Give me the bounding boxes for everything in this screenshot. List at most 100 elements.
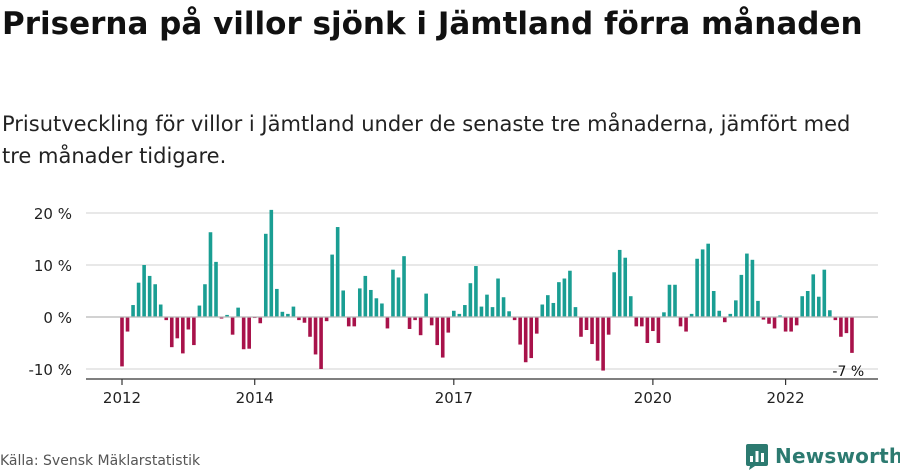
y-tick-label: 0 % xyxy=(43,309,72,327)
bar xyxy=(822,269,827,317)
bar xyxy=(247,317,251,349)
bar xyxy=(286,313,290,317)
bar xyxy=(667,284,672,317)
x-tick-label: 2022 xyxy=(767,389,805,407)
bar xyxy=(485,294,489,317)
bar xyxy=(208,232,213,317)
bar xyxy=(391,269,395,317)
bar xyxy=(335,227,340,317)
bar xyxy=(120,317,124,367)
axes: -10 % 0 % 10 % 20 % 2012 2014 2017 2020 2022 -7 % xyxy=(28,205,878,407)
bar xyxy=(136,282,141,317)
bar xyxy=(678,317,683,327)
bar xyxy=(230,317,235,335)
bar xyxy=(313,317,318,355)
bar xyxy=(308,317,312,337)
bar xyxy=(673,284,677,317)
bar xyxy=(700,249,705,317)
bar xyxy=(623,257,628,317)
bar xyxy=(435,317,440,346)
bar xyxy=(645,317,650,343)
bar xyxy=(330,254,334,317)
bar xyxy=(275,288,279,317)
bar xyxy=(374,298,379,317)
newsworthy-brand[interactable]: Newsworthy xyxy=(745,440,900,472)
bar xyxy=(302,317,307,323)
bar xyxy=(573,307,578,317)
bar xyxy=(280,311,285,317)
bar xyxy=(805,291,810,317)
bar xyxy=(357,288,362,317)
bar xyxy=(512,317,517,321)
bar xyxy=(131,305,135,317)
bar xyxy=(833,317,838,321)
bar xyxy=(529,317,534,359)
bar xyxy=(501,297,506,317)
bar xyxy=(756,300,760,317)
bar xyxy=(601,317,605,371)
bar xyxy=(606,317,611,335)
bar xyxy=(125,317,130,332)
bar xyxy=(551,302,556,317)
bar xyxy=(734,300,738,317)
bar xyxy=(689,313,694,317)
bar xyxy=(595,317,600,361)
bar xyxy=(407,317,412,329)
bar xyxy=(297,317,301,321)
bar xyxy=(844,317,849,334)
bar xyxy=(413,317,417,321)
bar xyxy=(656,317,661,343)
bar xyxy=(783,317,788,332)
bar xyxy=(711,291,716,317)
bar xyxy=(219,317,224,319)
bar xyxy=(728,313,733,317)
bar xyxy=(402,256,406,317)
bar xyxy=(684,317,688,332)
bar xyxy=(192,317,196,346)
bar xyxy=(241,317,246,350)
bar xyxy=(175,317,180,339)
bar xyxy=(778,315,782,317)
bar xyxy=(429,317,434,326)
bar xyxy=(761,317,766,320)
y-tick-label: 20 % xyxy=(34,205,72,223)
bar xyxy=(186,317,191,330)
bar xyxy=(147,275,152,317)
x-tick-label: 2017 xyxy=(435,389,473,407)
bar xyxy=(523,317,528,363)
bar xyxy=(794,317,799,326)
bar xyxy=(507,311,511,317)
bar xyxy=(767,317,771,324)
bar xyxy=(651,317,655,332)
bar xyxy=(722,317,727,323)
bar xyxy=(750,259,755,317)
bar xyxy=(490,307,495,317)
bar xyxy=(540,304,545,317)
bar xyxy=(518,317,522,345)
bar xyxy=(800,296,804,317)
bar xyxy=(424,293,428,317)
x-tick-label: 2020 xyxy=(634,389,672,407)
bar xyxy=(546,295,550,317)
bar xyxy=(850,317,854,353)
bar xyxy=(169,317,174,348)
bar xyxy=(452,310,456,317)
bar xyxy=(158,304,163,317)
bar xyxy=(789,317,793,332)
bar xyxy=(579,317,583,337)
bar xyxy=(496,278,500,317)
bar xyxy=(628,296,633,317)
bar xyxy=(236,307,240,317)
newsworthy-logo-icon xyxy=(746,444,768,470)
bar xyxy=(319,317,323,369)
bar xyxy=(584,317,589,330)
bar xyxy=(745,253,749,317)
bar xyxy=(142,265,146,317)
chart-title: Priserna på villor sjönk i Jämtland förr… xyxy=(2,6,863,42)
bar xyxy=(463,305,467,317)
bar xyxy=(446,317,451,333)
source-note: Källa: Svensk Mäklarstatistik xyxy=(0,453,201,469)
bar xyxy=(811,274,816,317)
bar xyxy=(474,266,478,317)
chart-subtitle: Prisutveckling för villor i Jämtland und… xyxy=(2,112,851,168)
